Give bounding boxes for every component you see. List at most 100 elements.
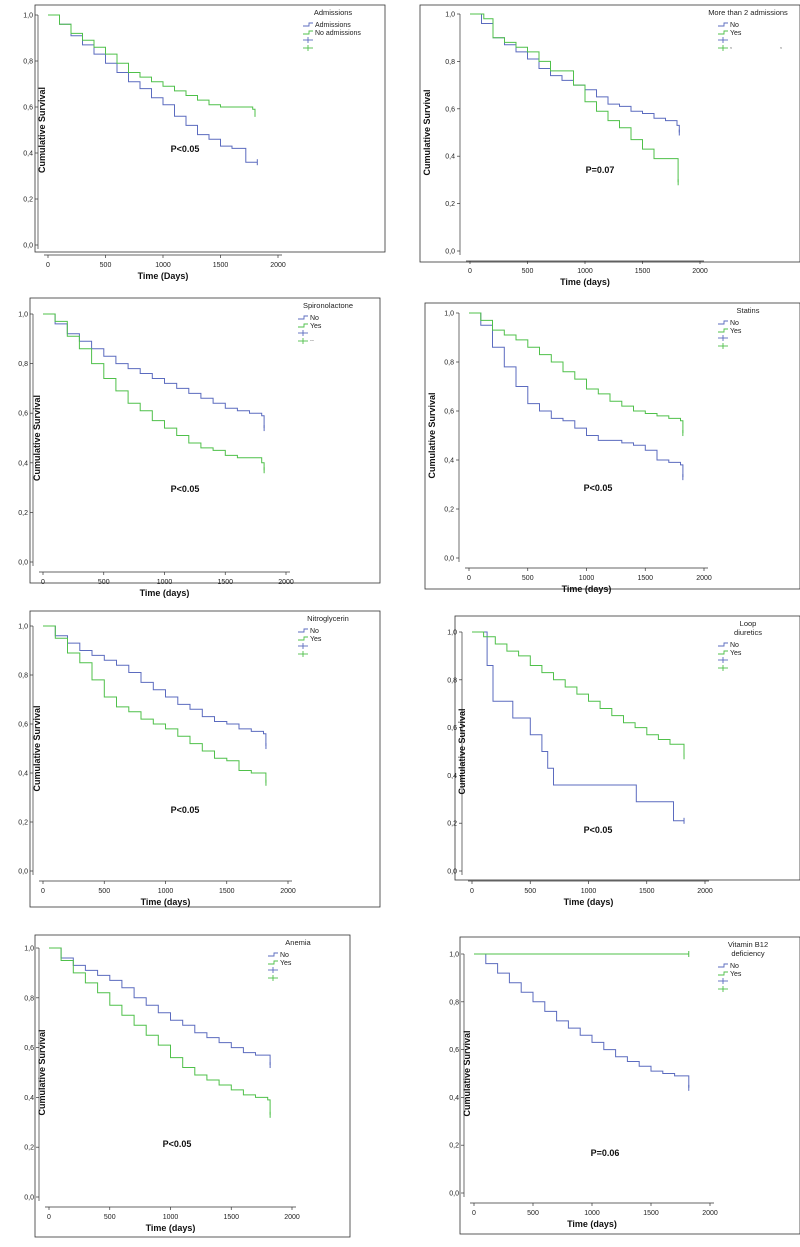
km-chart-5: 0,0 0,2 0,4 0,6 0,8 1,0 0 500 1000 1500 2000 Time (… <box>18 610 381 908</box>
legend-label: Yes <box>310 636 322 643</box>
y-tick-label: 1,0 <box>447 630 457 637</box>
legend-title: More than 2 admissions <box>708 8 788 17</box>
y-tick-label: 0,2 <box>447 821 457 828</box>
y-tick-label: 0,0 <box>18 560 28 567</box>
x-tick-label: 500 <box>527 1210 539 1217</box>
x-tick-label: 1000 <box>157 579 173 586</box>
y-tick-label: 0,8 <box>445 59 455 66</box>
legend-swatch <box>718 22 728 27</box>
x-tick-label: 1500 <box>637 575 653 582</box>
y-tick-label: 0,6 <box>445 106 455 113</box>
legend-label: Admissions <box>315 22 351 29</box>
km-curve-yes <box>470 13 679 183</box>
legend-title: diuretics <box>734 628 762 637</box>
x-tick-label: 0 <box>467 575 471 582</box>
y-tick-label: 0,4 <box>18 771 28 778</box>
y-tick-label: 0,4 <box>447 773 457 780</box>
legend-label: No <box>730 963 739 970</box>
y-tick-label: 0,6 <box>449 1047 459 1054</box>
legend-swatch <box>718 963 728 968</box>
y-tick-label: 0,4 <box>18 460 28 467</box>
legend-label: Yes <box>730 971 742 978</box>
x-tick-label: 1500 <box>219 888 235 895</box>
legend-swatch <box>298 323 308 328</box>
y-tick-label: 0,6 <box>18 722 28 729</box>
km-curve-no <box>474 953 690 1088</box>
legend-swatch <box>718 30 728 35</box>
legend-swatch <box>718 320 728 325</box>
legend-extra-symbol: , <box>780 43 782 50</box>
km-chart-8: 0,0 0,2 0,4 0,6 0,8 1,0 0 500 1000 1500 2000 Time (… <box>449 936 800 1235</box>
y-tick-label: 0,8 <box>447 677 457 684</box>
x-tick-label: 500 <box>522 575 534 582</box>
x-axis-label: Time (days) <box>564 897 614 907</box>
y-tick-label: 0,8 <box>444 360 454 367</box>
y-tick-label: 0,0 <box>449 1191 459 1198</box>
x-tick-label: 1500 <box>643 1210 659 1217</box>
y-tick-label: 1,0 <box>24 946 34 953</box>
x-tick-label: 1000 <box>155 262 171 269</box>
x-tick-label: 2000 <box>270 262 286 269</box>
y-tick-label: 1,0 <box>23 13 33 20</box>
legend-swatch <box>298 636 308 641</box>
y-axis-label: Cumulative Survival <box>32 705 42 791</box>
y-axis-label: Cumulative Survival <box>37 1029 47 1115</box>
legend-label: No <box>280 952 289 959</box>
x-tick-label: 1500 <box>639 888 655 895</box>
legend-swatch <box>303 30 313 35</box>
x-axis-label: Time (days) <box>140 588 190 598</box>
y-tick-label: 0,4 <box>23 151 33 158</box>
chart-frame <box>34 934 351 1238</box>
x-tick-label: 2000 <box>692 268 708 275</box>
x-tick-label: 1000 <box>584 1210 600 1217</box>
x-tick-label: 2000 <box>702 1210 718 1217</box>
x-tick-label: 2000 <box>697 888 713 895</box>
y-tick-label: 1,0 <box>445 12 455 19</box>
x-tick-label: 0 <box>470 888 474 895</box>
km-curve-no <box>49 947 271 1065</box>
km-curve-yes <box>472 631 685 757</box>
chart-frame <box>454 615 800 881</box>
y-tick-label: 1,0 <box>449 952 459 959</box>
y-tick-label: 0,0 <box>18 869 28 876</box>
km-curve-yes <box>49 947 271 1115</box>
y-tick-label: 0,0 <box>445 249 455 256</box>
legend-label: No <box>730 320 739 327</box>
x-tick-label: 1500 <box>635 268 651 275</box>
x-tick-label: 1500 <box>217 579 233 586</box>
y-axis-label: Cumulative Survival <box>32 395 42 481</box>
y-tick-label: 0,4 <box>449 1095 459 1102</box>
y-tick-label: 1,0 <box>18 624 28 631</box>
km-curve-yes <box>469 312 684 434</box>
y-tick-label: 0,2 <box>23 197 33 204</box>
y-tick-label: 0,0 <box>23 243 33 250</box>
x-tick-label: 0 <box>41 579 45 586</box>
p-value-annotation: P<0.05 <box>171 805 200 815</box>
y-tick-label: 0,8 <box>449 999 459 1006</box>
legend-label: Yes <box>730 328 742 335</box>
legend-title: Anemia <box>285 938 311 947</box>
y-tick-label: 0,2 <box>445 201 455 208</box>
legend-title: Vitamin B12 <box>728 940 768 949</box>
y-tick-label: 0,6 <box>23 105 33 112</box>
legend-swatch <box>303 22 313 27</box>
km-chart-7: 0,0 0,2 0,4 0,6 0,8 1,0 0 500 1000 1500 2000 Time (… <box>24 934 351 1238</box>
chart-frame <box>34 4 386 253</box>
legend-title: Nitroglycerin <box>307 614 349 623</box>
x-tick-label: 0 <box>47 1214 51 1221</box>
x-axis-label: Time (days) <box>567 1219 617 1229</box>
legend-label: No <box>310 315 319 322</box>
x-tick-label: 1000 <box>581 888 597 895</box>
km-curve-yes <box>43 625 267 783</box>
km-chart-4: 0,0 0,2 0,4 0,6 0,8 1,0 0 500 1000 1500 2000 Time (… <box>424 302 800 594</box>
legend-title: deficiency <box>731 949 765 958</box>
y-tick-label: 0,2 <box>18 820 28 827</box>
y-tick-label: 0,8 <box>18 361 28 368</box>
km-curve-no <box>469 312 684 478</box>
y-tick-label: 0,2 <box>444 507 454 514</box>
legend-swatch <box>718 971 728 976</box>
y-axis-label: Cumulative Survival <box>427 392 437 478</box>
legend-label: No <box>310 628 319 635</box>
y-tick-label: 0,8 <box>18 673 28 680</box>
